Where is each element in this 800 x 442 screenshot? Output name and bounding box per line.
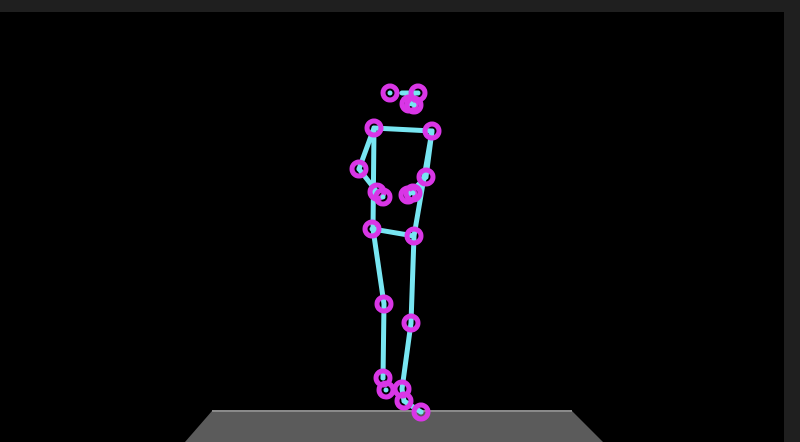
joint-core [381,301,387,307]
joint-core [408,320,414,326]
skeleton-bone [408,233,417,326]
joint-right-toe [411,402,431,422]
joint-right-hand-a [403,183,423,203]
joint-core [415,90,421,96]
joint-core [356,166,362,172]
joint-right-hip [404,226,424,246]
joint-core [401,398,407,404]
joint-core [423,174,429,180]
skeleton-bone [399,320,414,392]
joint-core [380,375,386,381]
scene-background [0,12,784,442]
joint-right-knee [401,313,421,333]
skeleton-bone [401,398,424,415]
skeleton-bone [370,125,377,232]
scene-canvas[interactable] [0,12,784,442]
joint-right-heel [394,391,414,411]
joint-left-hand-a [373,187,393,207]
joint-core [371,125,377,131]
joint-head-left [380,83,400,103]
joint-core [410,190,416,196]
skeleton-bone [370,226,387,307]
joint-left-knee [374,294,394,314]
joint-left-elbow [349,159,369,179]
joint-core [399,386,405,392]
joint-core [411,102,417,108]
3d-viewport[interactable] [0,12,784,442]
joint-right-shoulder [422,121,442,141]
joint-core [418,409,424,415]
joint-left-shoulder [364,118,384,138]
joint-left-hip [362,219,382,239]
joint-core [411,233,417,239]
joint-core [429,128,435,134]
window-top-bar [0,0,800,12]
joint-core [383,387,389,393]
window-right-edge [784,0,800,442]
skeleton-bone [371,125,435,134]
ground-plane [185,411,603,442]
joint-head-lower [404,95,424,115]
joint-core [369,226,375,232]
skeleton-joints [349,83,442,422]
joint-core [387,90,393,96]
joint-right-elbow [416,167,436,187]
skeleton-bone [380,301,387,381]
joint-core [380,194,386,200]
